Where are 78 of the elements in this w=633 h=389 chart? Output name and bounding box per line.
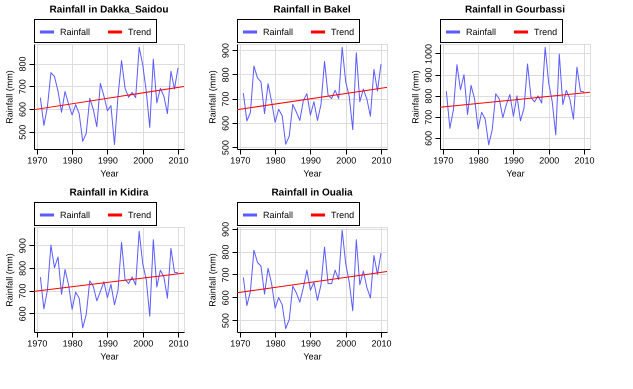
x-tick-label: 1970 [27,338,48,348]
x-tick-label: 2010 [574,156,595,166]
y-tick-label: 700 [424,110,434,125]
y-tick-label: 900 [424,68,434,83]
y-tick-label: 600 [18,102,28,118]
y-tick-label: 500 [220,313,230,328]
x-axis-title: Year [100,352,119,362]
y-tick-label: 700 [18,284,28,299]
y-tick-label: 600 [220,116,230,131]
legend-label: Trend [128,210,152,220]
legend-label: Rainfall [263,210,294,220]
y-tick-label: 800 [424,88,434,104]
y-axis-title: Rainfall (mm) [410,70,420,124]
x-axis-title: Year [303,168,322,178]
y-tick-label: 500 [18,124,28,140]
chart-title: Rainfall in Kidira [70,188,149,198]
line-series [242,46,382,145]
x-tick-label: 1980 [468,156,489,166]
x-axis-title: Year [100,168,119,178]
line-series [446,46,584,146]
y-axis-title: Rainfall (mm) [208,70,218,124]
x-tick-label: 1980 [266,338,286,348]
x-tick-label: 1990 [98,338,118,348]
x-tick-label: 1970 [27,156,48,166]
legend-label: Rainfall [60,210,90,220]
y-tick-label: 600 [424,130,434,146]
legend-label: Trend [331,210,354,220]
x-tick-label: 1970 [433,156,454,166]
x-tick-label: 1980 [266,156,286,166]
legend-label: Trend [331,27,354,37]
x-tick-label: 1990 [98,156,118,166]
y-tick-label: 800 [18,56,28,72]
line-series [40,230,178,328]
y-tick-label: 800 [220,244,230,260]
y-tick-label: 900 [220,222,230,237]
x-tick-label: 1980 [62,338,83,348]
chart-title: Rainfall in Gourbassi [464,4,566,16]
x-tick-label: 2000 [539,156,560,166]
x-tick-label: 1990 [300,338,321,348]
y-tick-label: 900 [220,43,230,58]
y-axis-title: Rainfall (mm) [4,253,14,307]
y-tick-label: 500 [220,140,230,156]
y-tick-label: 600 [220,290,230,306]
y-tick-label: 700 [220,92,230,107]
line-series [242,230,382,330]
y-tick-label: 800 [220,67,230,82]
y-tick-label: 800 [18,260,28,276]
x-tick-label: 2010 [168,338,189,348]
x-tick-label: 1990 [504,156,524,166]
x-tick-label: 2010 [371,156,392,166]
y-tick-label: 700 [18,79,28,94]
x-axis-title: Year [506,168,525,178]
y-axis-title: Rainfall (mm) [4,70,14,124]
x-tick-label: 1990 [300,156,321,166]
x-tick-label: 2010 [371,338,392,348]
y-tick-label: 700 [220,267,230,282]
y-tick-label: 900 [18,238,28,254]
y-axis-title: Rainfall (mm) [208,253,218,307]
legend-label: Rainfall [263,27,294,37]
chart-title: Rainfall in Dakka_Saidou [50,4,168,16]
legend-label: Trend [128,27,152,37]
line-series [40,46,178,145]
y-tick-label: 600 [18,306,28,322]
x-tick-label: 1970 [230,338,250,348]
legend-label: Rainfall [466,27,496,37]
legend-label: Trend [534,27,558,37]
legend-label: Rainfall [60,27,90,37]
x-tick-label: 2000 [133,338,154,348]
x-tick-label: 2000 [133,156,154,166]
y-tick-label: 1000 [424,44,434,64]
x-tick-label: 2000 [336,156,356,166]
x-tick-label: 2010 [168,156,189,166]
x-tick-label: 2000 [336,338,356,348]
x-tick-label: 1980 [62,156,83,166]
chart-title: Rainfall in Bakel [273,4,351,16]
x-tick-label: 1970 [230,156,250,166]
chart-title: Rainfall in Oualia [271,188,353,198]
x-axis-title: Year [303,352,322,362]
